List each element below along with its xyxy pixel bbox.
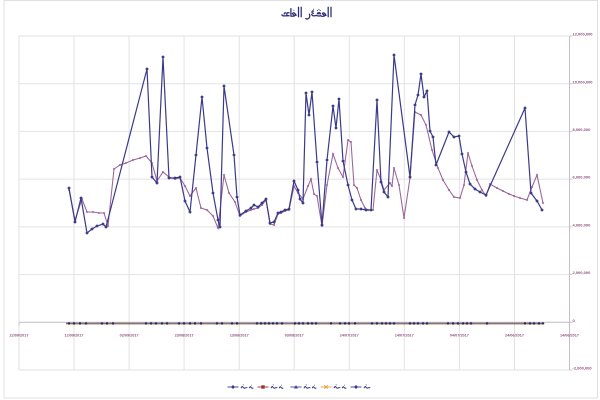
svg-text:03/08/2017: 03/08/2017 xyxy=(285,334,304,338)
svg-text:04/07/2017: 04/07/2017 xyxy=(450,334,469,338)
svg-text:12,000,000: 12,000,000 xyxy=(573,32,594,37)
svg-text:24/06/2017: 24/06/2017 xyxy=(505,334,524,338)
svg-text:14/06/2017: 14/06/2017 xyxy=(560,334,579,338)
svg-text:-2,000,000: -2,000,000 xyxy=(573,366,593,371)
svg-text:02/09/2017: 02/09/2017 xyxy=(120,334,139,338)
svg-text:6,000,000: 6,000,000 xyxy=(573,175,592,180)
svg-text:0: 0 xyxy=(573,318,576,323)
svg-text:24/07/2017: 24/07/2017 xyxy=(340,334,359,338)
svg-text:12/09/2017: 12/09/2017 xyxy=(64,334,83,338)
svg-text:2,000,000: 2,000,000 xyxy=(573,270,592,275)
svg-text:8,000,000: 8,000,000 xyxy=(573,127,592,132)
svg-text:23/08/2017: 23/08/2017 xyxy=(175,334,194,338)
svg-text:14/07/2017: 14/07/2017 xyxy=(395,334,414,338)
svg-text:22/09/2017: 22/09/2017 xyxy=(9,334,28,338)
svg-text:4,000,000: 4,000,000 xyxy=(573,223,592,228)
svg-text:13/08/2017: 13/08/2017 xyxy=(230,334,249,338)
svg-text:10,000,000: 10,000,000 xyxy=(573,79,594,84)
